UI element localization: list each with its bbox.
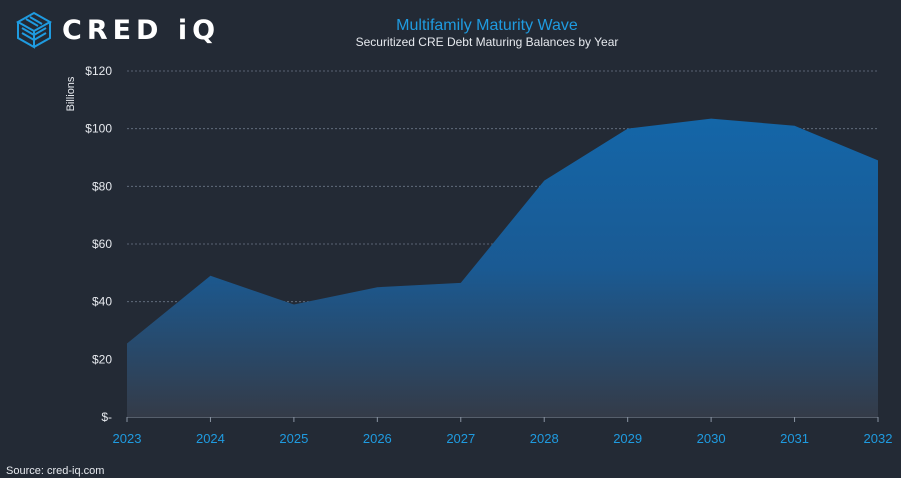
y-tick-label: $80 (92, 179, 112, 193)
area-fill (127, 118, 878, 417)
area-series (126, 118, 879, 417)
y-tick-label: $20 (92, 352, 112, 366)
x-axis-ticks: 2023 2024 2025 2026 2027 2028 2029 2030 2031 2032 (113, 417, 893, 446)
x-tick-label: 2032 (864, 431, 893, 446)
source-note: Source: cred-iq.com (6, 465, 104, 477)
y-tick-label: $100 (85, 122, 112, 136)
chart-title: Multifamily Maturity Wave (396, 17, 578, 34)
y-tick-label: $120 (85, 64, 112, 78)
y-tick-label: $40 (92, 295, 112, 309)
y-axis-ticks: $- $20 $40 $60 $80 $100 $120 (85, 64, 112, 424)
cube-logo-icon (15, 11, 53, 49)
y-tick-label: $60 (92, 237, 112, 251)
y-axis-label: Billions (65, 76, 77, 111)
cred-iq-logo: CRED iQ (15, 11, 220, 49)
chart-subtitle: Securitized CRE Debt Maturing Balances b… (356, 35, 619, 49)
x-tick-label: 2028 (530, 431, 559, 446)
brand-wordmark: CRED iQ (62, 15, 220, 46)
x-tick-label: 2025 (279, 431, 308, 446)
x-tick-label: 2031 (780, 431, 809, 446)
x-tick-label: 2029 (613, 431, 642, 446)
x-tick-label: 2026 (363, 431, 392, 446)
x-tick-label: 2030 (697, 431, 726, 446)
x-tick-label: 2027 (446, 431, 475, 446)
x-tick-label: 2024 (196, 431, 225, 446)
y-tick-label: $- (101, 410, 112, 424)
x-tick-label: 2023 (113, 431, 142, 446)
